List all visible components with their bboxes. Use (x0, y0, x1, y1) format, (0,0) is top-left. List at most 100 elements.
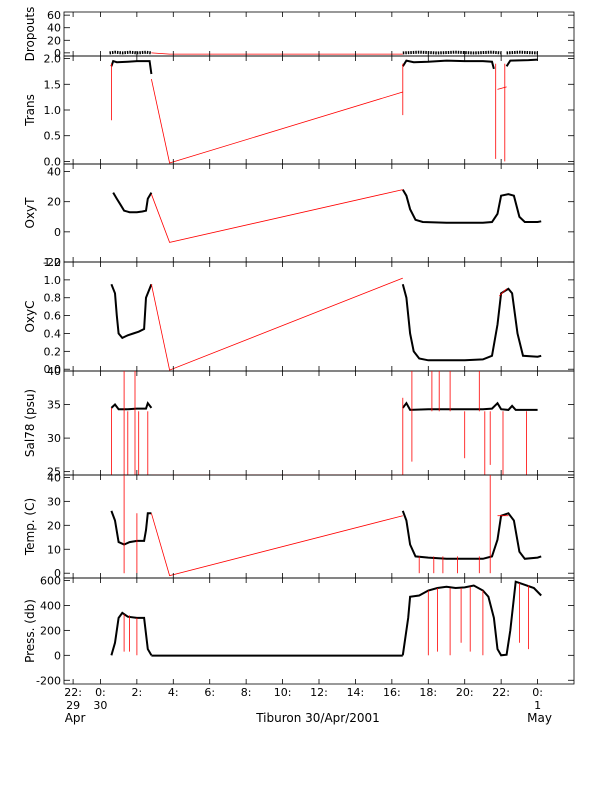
y-tick-label: 0 (54, 47, 61, 60)
series-trace (401, 189, 542, 224)
series-group (110, 475, 542, 577)
y-tick-label: 1.5 (44, 78, 62, 91)
x-tick-label: 10: (274, 686, 292, 699)
series-group (110, 371, 538, 475)
series-trace (110, 283, 153, 340)
series-trace (505, 58, 538, 67)
y-tick-label: 10 (47, 543, 61, 556)
y-tick-label: 0.5 (44, 130, 62, 143)
y-tick-label: 600 (40, 574, 61, 587)
y-axis-label: Temp. (C) (23, 498, 37, 556)
y-axis-label: Sal78 (psu) (23, 389, 37, 457)
y-tick-label: 20 (47, 196, 61, 209)
y-axis-label: OxyC (23, 300, 37, 332)
series-trace (401, 580, 542, 657)
series-gap-line (151, 52, 403, 55)
x-tick-label: 6: (204, 686, 215, 699)
series-group (110, 58, 538, 164)
series-group (112, 189, 542, 243)
y-tick-label: 30 (47, 495, 61, 508)
panel-1: 0.0 0.5 1.0 1.5 2.0 Trans (23, 53, 575, 168)
y-tick-label: 60 (47, 9, 61, 22)
y-tick-label: 40 (47, 166, 61, 179)
series-trace (402, 50, 502, 55)
x-tick-label: 8: (241, 686, 252, 699)
panel-5: 0 10 20 30 40 Temp. (C) (23, 471, 575, 580)
series-trace (110, 401, 153, 411)
y-tick-label: 0.2 (44, 345, 62, 358)
series-group (110, 580, 542, 657)
y-tick-label: 400 (40, 599, 61, 612)
y-tick-label: 1.0 (44, 274, 62, 287)
x-tick-sublabel: 1 (534, 699, 541, 712)
y-tick-label: 0.4 (44, 327, 62, 340)
x-tick-label: 2: (131, 686, 142, 699)
series-trace (109, 50, 152, 55)
series-trace (112, 192, 153, 214)
y-tick-label: 40 (47, 365, 61, 378)
panel-2: -20 0 20 40 OxyT (23, 163, 575, 269)
y-tick-label: 2.0 (44, 53, 62, 66)
y-tick-label: 1.2 (44, 256, 62, 269)
y-axis-label: Dropouts (23, 7, 37, 62)
y-tick-label: 0 (54, 567, 61, 580)
y-axis-label: Press. (db) (23, 599, 37, 663)
panels: 0204060Dropouts0.00.51.01.52.0Trans-2002… (23, 7, 575, 687)
y-tick-label: 40 (47, 471, 61, 484)
series-gap-line (497, 86, 507, 90)
series-trace (401, 59, 495, 70)
series-trace (401, 284, 542, 362)
series-trace (110, 59, 153, 75)
series-trace (110, 510, 152, 546)
x-tick-sublabel: 29 (66, 699, 80, 712)
series-gap-line (151, 513, 403, 577)
x-tick-label: 20: (456, 686, 474, 699)
panel-frame (63, 55, 575, 165)
series-trace (401, 510, 542, 560)
series-gap-line (499, 288, 507, 297)
y-tick-label: 20 (47, 519, 61, 532)
panel-3: 0.0 0.2 0.4 0.6 0.8 1.0 1.2 OxyC (23, 256, 575, 376)
x-tick-label: 18: (419, 686, 437, 699)
x-tick-sublabel: 30 (93, 699, 107, 712)
y-tick-label: 0.6 (44, 310, 62, 323)
y-tick-label: 30 (47, 432, 61, 445)
y-tick-label: 1.0 (44, 104, 62, 117)
panel-frame (63, 577, 575, 685)
x-tick-label: 22: (492, 686, 510, 699)
y-tick-label: 20 (47, 34, 61, 47)
y-tick-label: 40 (47, 22, 61, 35)
panel-frame (63, 370, 575, 476)
x-tick-month-label: May (527, 711, 552, 725)
x-tick-label: 0: (95, 686, 106, 699)
y-tick-label: 0.0 (44, 155, 62, 168)
x-tick-label: 16: (383, 686, 401, 699)
x-tick-month-label: Apr (65, 711, 86, 725)
series-trace (506, 50, 538, 55)
x-tick-label: 0: (532, 686, 543, 699)
series-trace (402, 401, 538, 411)
y-tick-label: -200 (36, 674, 61, 687)
series-trace (110, 611, 153, 656)
series-gap-line (151, 277, 403, 371)
panel-frame (63, 474, 575, 579)
y-tick-label: 25 (47, 466, 61, 479)
x-tick-label: 14: (347, 686, 365, 699)
y-tick-label: 35 (47, 399, 61, 412)
y-tick-label: 0.8 (44, 292, 62, 305)
y-tick-label: 0.0 (44, 363, 62, 376)
x-tick-label: 22: (64, 686, 82, 699)
x-tick-label: 4: (168, 686, 179, 699)
panel-frame (63, 11, 575, 57)
y-axis-label: Trans (23, 94, 37, 127)
series-group (109, 50, 538, 55)
panel-4: 25 30 35 40 Sal78 (psu) (23, 365, 575, 479)
series-group (110, 277, 542, 371)
y-axis-label: OxyT (23, 197, 37, 229)
y-tick-label: -20 (43, 256, 61, 269)
x-tick-label: 12: (310, 686, 328, 699)
